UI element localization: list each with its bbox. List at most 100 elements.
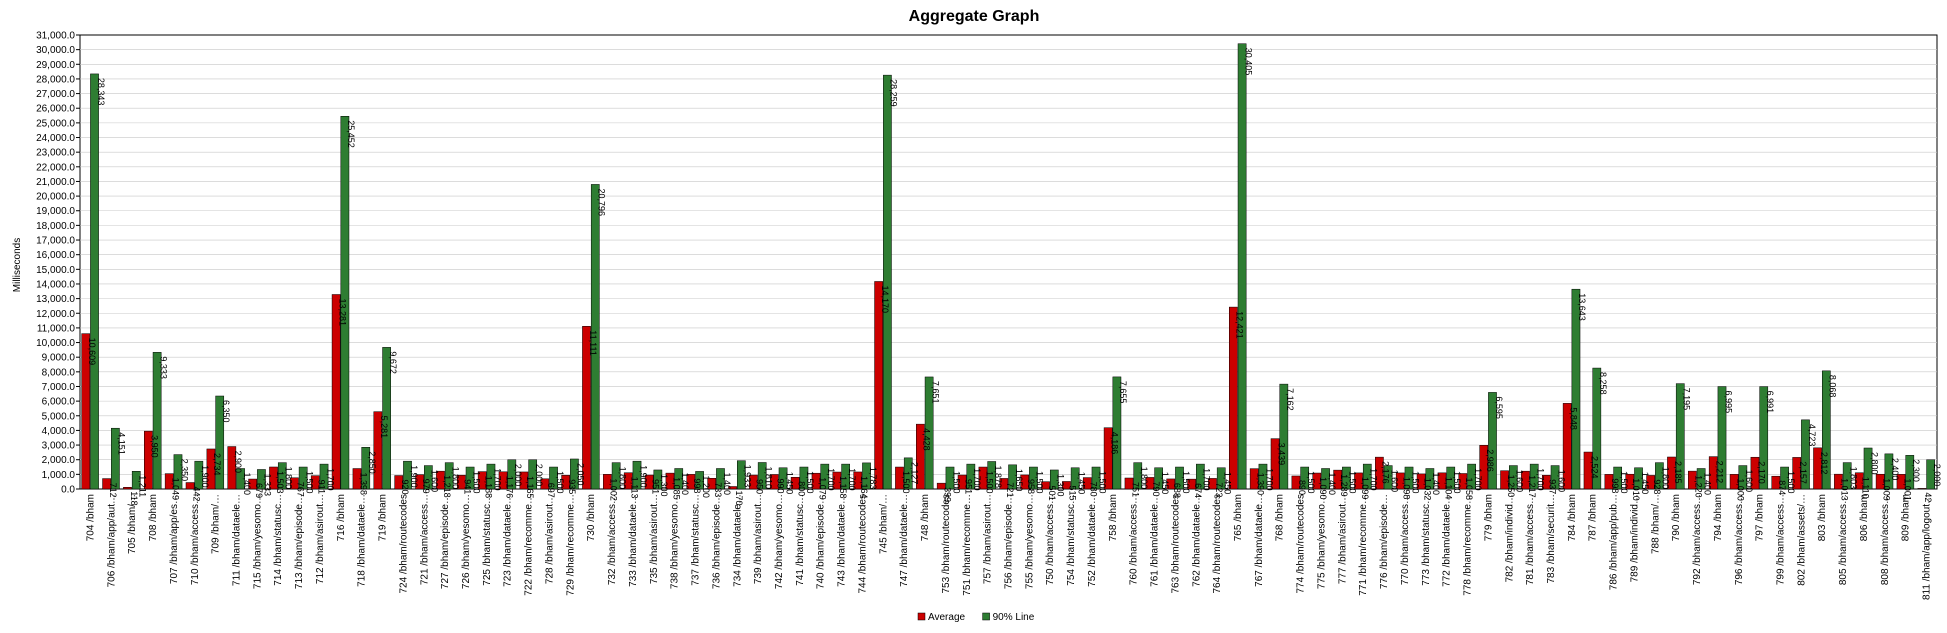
data-label-90-line: 1,700 — [1473, 468, 1483, 491]
data-label-90-line: 1,700 — [492, 468, 502, 491]
data-label-average: 14,170 — [880, 285, 890, 313]
bar-average — [1479, 445, 1489, 490]
bar-90-line — [1884, 453, 1894, 490]
x-tick-label: 768 /bham — [1275, 494, 1286, 541]
data-label-average: 911 — [317, 480, 327, 494]
data-label-average: 1,110 — [1861, 477, 1871, 499]
data-label-90-line: 7,162 — [1285, 388, 1295, 411]
data-label-average: 951 — [963, 479, 973, 494]
x-tick-label: 741 /bham/statusc… — [795, 494, 806, 586]
bar-average — [1688, 470, 1697, 490]
x-tick-label: 738 /bham/yesomo… — [670, 494, 681, 589]
data-label-90-line: 1,600 — [1389, 470, 1399, 493]
data-label-average: 733 — [713, 482, 723, 497]
x-tick-label: 706 /bham/app/aut… — [106, 494, 117, 587]
bar-average — [749, 474, 758, 490]
data-label-90-line: 1,600 — [430, 470, 440, 493]
bar-average — [102, 478, 111, 490]
data-label-average: 1,289 — [1339, 474, 1349, 497]
data-label-average: 1,013 — [1840, 478, 1850, 501]
data-label-average: 1,090 — [1318, 477, 1328, 500]
data-label-90-line: 1,211 — [138, 475, 148, 497]
data-label-average: 4,186 — [1109, 432, 1119, 455]
bar-average — [1437, 472, 1447, 490]
bar-average — [290, 477, 299, 490]
data-label-average: 998 — [1610, 478, 1620, 493]
data-label-90-line: 1,500 — [805, 471, 815, 494]
data-label-average: 3,950 — [150, 435, 160, 458]
bar-average — [1854, 472, 1864, 490]
x-tick-label: 761 /bham/dataele… — [1150, 494, 1161, 587]
bar-average — [1541, 475, 1551, 490]
bar-average — [1562, 403, 1572, 490]
y-tick-label: 5,000.0 — [42, 411, 76, 422]
bar-90-line — [1029, 466, 1038, 490]
bar-90-line — [1362, 463, 1372, 490]
data-label-90-line: 1,500 — [555, 471, 565, 494]
bar-average — [1604, 474, 1614, 490]
x-tick-label: 708 /bham — [148, 494, 159, 541]
x-tick-label: 792 /bham/access… — [1692, 494, 1703, 585]
y-tick-label: 29,000.0 — [36, 60, 75, 71]
bar-average — [1145, 477, 1155, 490]
data-label-90-line: 2,400 — [1890, 458, 1900, 481]
data-label-90-line: 1,800 — [284, 467, 294, 490]
data-label-90-line: 1,500 — [1452, 471, 1462, 494]
x-tick-label: 737 /bham/statusc… — [691, 494, 702, 586]
data-label-average: 1,220 — [1694, 475, 1704, 498]
data-label-average: 1,098 — [1402, 477, 1412, 500]
bar-90-line — [90, 73, 99, 490]
data-label-90-line: 1,700 — [1202, 468, 1212, 491]
data-label-average: 1,099 — [1360, 477, 1370, 500]
bar-90-line — [1404, 466, 1414, 490]
data-label-average: 780 — [1089, 482, 1099, 497]
x-axis: 704 /bham 706 /bham/app/aut… 705 /bham/… 70… — [85, 494, 1932, 600]
bar-90-line — [236, 468, 245, 490]
data-label-average: 399 — [943, 487, 953, 502]
bar-average — [498, 471, 508, 490]
data-label-average: 951 — [650, 479, 660, 494]
y-tick-label: 14,000.0 — [36, 279, 75, 290]
bar-90-line — [1154, 467, 1163, 490]
y-tick-label: 17,000.0 — [36, 236, 75, 247]
bar-90-line — [570, 458, 579, 490]
data-label-average: 958 — [1026, 479, 1036, 494]
data-label-90-line: 1,450 — [1223, 472, 1233, 495]
data-label-90-line: 1,900 — [200, 465, 210, 488]
bar-90-line — [737, 460, 746, 490]
bar-90-line — [945, 466, 955, 490]
bar-average — [206, 448, 216, 490]
data-label-average: 1,032 — [1422, 478, 1432, 501]
x-tick-label: 767 /bham/dataele… — [1254, 494, 1265, 587]
x-tick-label: 805 /bham/access… — [1838, 494, 1849, 585]
data-label-average: 42 — [1923, 492, 1933, 502]
bar-90-line — [528, 459, 538, 490]
x-tick-label: 802 /bham/assets/… — [1796, 494, 1807, 586]
data-label-90-line: 28,259 — [889, 79, 899, 107]
bar-average — [603, 474, 612, 490]
x-tick-label: 784 /bham — [1567, 494, 1578, 541]
data-label-average: 1,001 — [1902, 478, 1912, 501]
data-label-average: 1,218 — [442, 475, 452, 498]
plot-area — [79, 34, 1938, 490]
bar-90-line — [820, 463, 830, 490]
bar-90-line — [1675, 383, 1685, 490]
bar-90-line — [1759, 386, 1769, 490]
x-tick-label: 721 /bham/access… — [419, 494, 430, 585]
data-label-90-line: 1,700 — [1264, 468, 1274, 491]
data-label-average: 928 — [1652, 479, 1662, 494]
bar-90-line — [653, 469, 663, 490]
data-label-average: 2,170 — [1756, 461, 1766, 484]
data-label-90-line: 25,452 — [346, 120, 356, 148]
bar-average — [582, 326, 591, 490]
x-tick-label: 704 /bham — [85, 494, 96, 541]
bar-average — [874, 281, 883, 490]
bar-average — [1583, 451, 1593, 490]
data-label-average: 1,002 — [609, 478, 619, 501]
x-tick-label: 809 /bham — [1901, 494, 1912, 541]
bar-90-line — [1655, 462, 1664, 490]
data-label-90-line: 1,800 — [1661, 467, 1671, 490]
data-label-90-line: 1,500 — [304, 471, 314, 494]
